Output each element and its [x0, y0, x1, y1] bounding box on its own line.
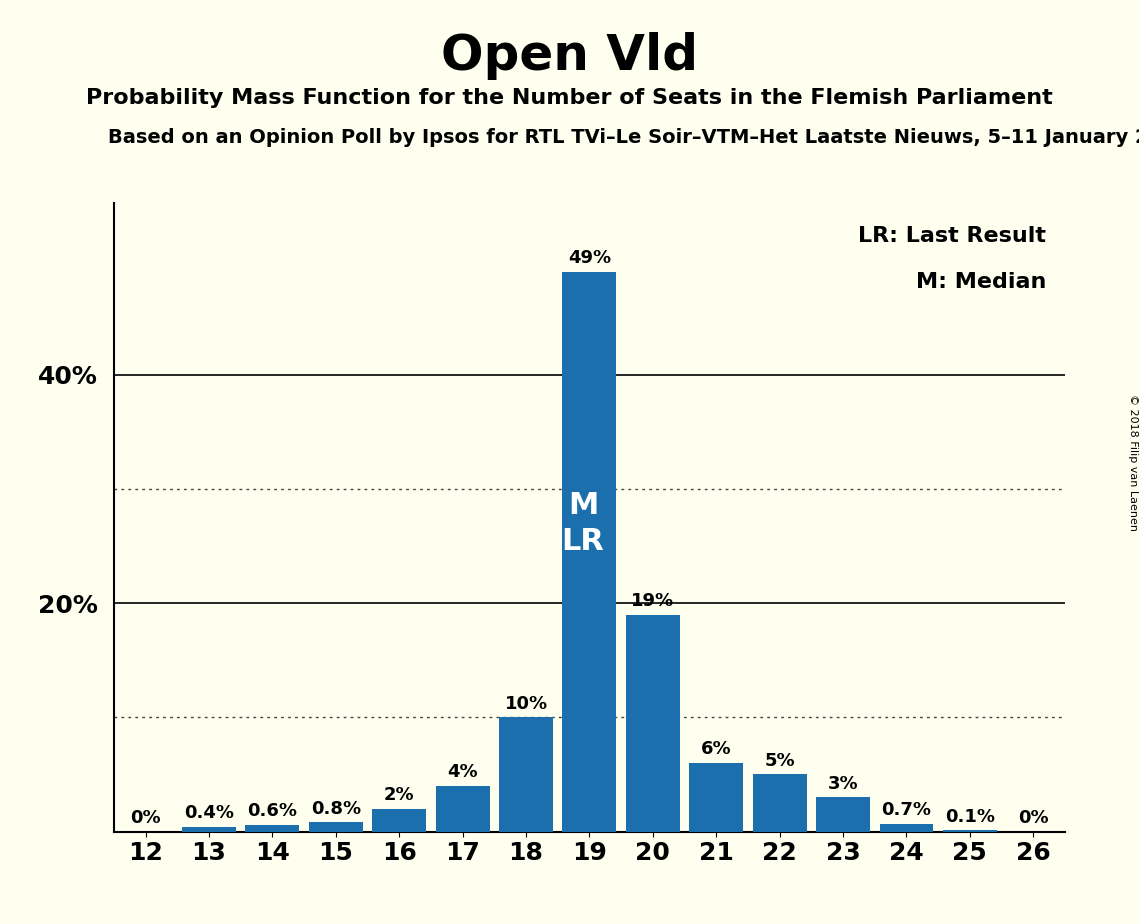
Bar [182, 827, 236, 832]
Bar [436, 786, 490, 832]
Text: Open Vld: Open Vld [441, 32, 698, 80]
Text: 10%: 10% [505, 695, 548, 712]
Bar [817, 797, 870, 832]
Text: 49%: 49% [568, 249, 611, 267]
Text: 0.8%: 0.8% [311, 800, 361, 818]
Bar [879, 823, 933, 832]
Text: 0%: 0% [130, 809, 161, 827]
Bar [309, 822, 362, 832]
Text: 5%: 5% [764, 752, 795, 770]
Text: 0%: 0% [1018, 809, 1049, 827]
Text: 2%: 2% [384, 786, 415, 804]
Text: 0.6%: 0.6% [247, 802, 297, 821]
Text: Based on an Opinion Poll by Ipsos for RTL TVi–Le Soir–VTM–Het Laatste Nieuws, 5–: Based on an Opinion Poll by Ipsos for RT… [108, 128, 1139, 147]
Text: 0.7%: 0.7% [882, 801, 932, 819]
Text: 6%: 6% [700, 740, 731, 759]
Text: 19%: 19% [631, 592, 674, 610]
Bar [626, 614, 680, 832]
Text: 0.1%: 0.1% [945, 808, 994, 826]
Text: M: Median: M: Median [916, 272, 1046, 292]
Bar [943, 831, 997, 832]
Text: Probability Mass Function for the Number of Seats in the Flemish Parliament: Probability Mass Function for the Number… [87, 88, 1052, 108]
Text: LR: Last Result: LR: Last Result [858, 226, 1046, 246]
Text: © 2018 Filip van Laenen: © 2018 Filip van Laenen [1129, 394, 1138, 530]
Text: M
LR: M LR [562, 491, 605, 555]
Bar [499, 717, 552, 832]
Text: 4%: 4% [448, 763, 478, 782]
Bar [246, 825, 300, 832]
Text: 0.4%: 0.4% [185, 805, 233, 822]
Text: 3%: 3% [828, 774, 859, 793]
Bar [753, 774, 806, 832]
Bar [372, 808, 426, 832]
Bar [689, 763, 743, 832]
Bar [563, 272, 616, 832]
